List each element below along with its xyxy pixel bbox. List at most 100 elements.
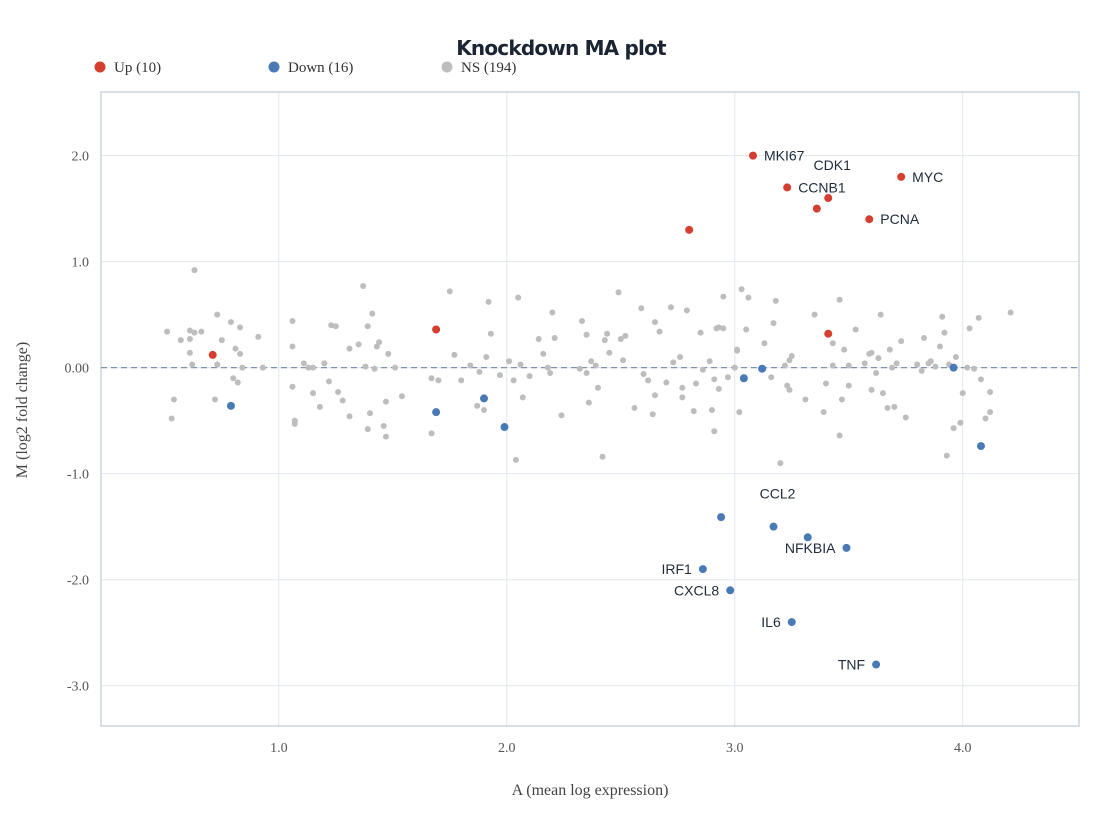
ns-point — [845, 362, 852, 369]
ns-point — [932, 363, 939, 370]
ns-point — [385, 350, 392, 357]
ns-point — [544, 364, 551, 371]
ns-point — [920, 334, 927, 341]
ns-point — [622, 332, 629, 339]
down-point — [758, 364, 767, 373]
ns-point — [670, 359, 677, 366]
ns-point — [836, 296, 843, 303]
gene-label-mki67: MKI67 — [764, 148, 805, 164]
ns-point — [939, 313, 946, 320]
ns-point — [902, 414, 909, 421]
ns-point — [487, 330, 494, 337]
up-point — [824, 329, 833, 338]
ns-point — [715, 324, 722, 331]
ns-point — [451, 351, 458, 358]
ns-point — [706, 358, 713, 365]
x-tick-label: 3.0 — [726, 741, 744, 756]
ns-point — [380, 422, 387, 429]
ns-point — [845, 382, 852, 389]
ns-point — [255, 333, 262, 340]
down-point — [226, 401, 235, 410]
ns-point — [362, 363, 369, 370]
ns-point — [649, 411, 656, 418]
ns-point — [734, 346, 741, 353]
down-point-il6 — [787, 618, 796, 627]
ns-point — [588, 358, 595, 365]
ns-point — [656, 328, 663, 335]
ns-point — [738, 286, 745, 293]
ns-point — [398, 393, 405, 400]
ns-point — [289, 318, 296, 325]
ns-point — [838, 396, 845, 403]
ns-point — [987, 409, 994, 416]
up-point-mki67 — [749, 151, 757, 160]
up-point — [432, 325, 441, 334]
ns-point — [640, 371, 647, 378]
up-point-pcna — [865, 215, 874, 224]
ns-point — [239, 364, 246, 371]
down-point-tnf — [872, 660, 881, 669]
ns-point — [211, 396, 218, 403]
ns-point — [987, 389, 994, 396]
ns-point — [966, 325, 973, 332]
ns-point — [467, 362, 474, 369]
ns-point — [788, 352, 795, 359]
ns-point — [898, 338, 905, 345]
ns-point — [711, 376, 718, 383]
ns-point — [512, 456, 519, 463]
ns-point — [191, 329, 198, 336]
grid — [101, 92, 1079, 726]
ns-point — [731, 364, 738, 371]
ns-point — [558, 412, 565, 419]
ns-point — [234, 379, 241, 386]
ns-point — [811, 311, 818, 318]
ns-point — [435, 377, 442, 384]
legend-label-up: Up (10) — [114, 60, 161, 76]
ns-point — [310, 390, 317, 397]
ns-point — [428, 430, 435, 437]
ns-point — [360, 283, 367, 290]
ns-point — [720, 325, 727, 332]
ns-point — [663, 379, 670, 386]
ns-point — [736, 409, 743, 416]
ns-point — [959, 390, 966, 397]
ns-point — [376, 339, 383, 346]
ns-point — [392, 364, 399, 371]
ns-point — [720, 293, 727, 300]
down-point — [432, 408, 441, 417]
ns-point — [506, 358, 513, 365]
ns-point — [977, 376, 984, 383]
ns-point — [651, 392, 658, 399]
ns-point — [941, 329, 948, 336]
ns-point — [583, 369, 590, 376]
ns-point — [364, 426, 371, 433]
down-point — [739, 374, 748, 383]
ns-point — [214, 311, 221, 318]
ns-point — [300, 360, 307, 367]
down-point — [717, 513, 726, 522]
ns-point — [540, 350, 547, 357]
gene-label-ccnb1: CCNB1 — [798, 179, 846, 195]
ns-point — [332, 323, 339, 330]
ns-point — [829, 362, 836, 369]
ns-point — [645, 377, 652, 384]
ns-point — [186, 336, 193, 343]
ns-point — [711, 428, 718, 435]
ns-point — [606, 349, 613, 356]
ns-point — [346, 345, 353, 352]
ns-point — [868, 349, 875, 356]
y-tick-label: -1.0 — [67, 468, 89, 483]
ns-point — [836, 432, 843, 439]
ns-point — [168, 415, 175, 422]
ns-point — [186, 349, 193, 356]
down-point-irf1 — [698, 565, 707, 574]
gene-label-cdk1: CDK1 — [814, 157, 852, 173]
ns-point — [325, 378, 332, 385]
ns-point — [699, 366, 706, 373]
ns-point — [631, 404, 638, 411]
y-tick-label: -3.0 — [67, 680, 89, 695]
ns-point — [310, 364, 317, 371]
gene-label-cxcl8: CXCL8 — [674, 582, 719, 598]
ns-point — [950, 425, 957, 432]
